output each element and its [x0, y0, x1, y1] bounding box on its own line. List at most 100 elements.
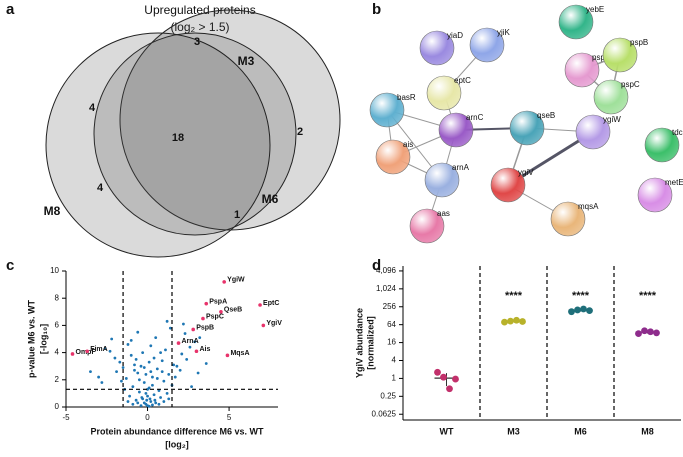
significance: **** [505, 290, 523, 302]
point [165, 319, 169, 323]
point [118, 360, 122, 364]
x-tick-label: M8 [641, 426, 654, 436]
point [190, 385, 193, 388]
point [137, 390, 141, 394]
point-label: PspA [209, 298, 227, 305]
node-label: yiaD [447, 31, 463, 40]
point [134, 358, 138, 361]
highlight-point [222, 280, 226, 284]
panel-label: d [372, 257, 381, 274]
point [97, 375, 101, 379]
point [139, 404, 143, 408]
point [149, 344, 153, 348]
point-label: YgiW [227, 277, 245, 284]
node [509, 110, 545, 146]
node-label: yebE [586, 5, 604, 14]
dot [635, 330, 642, 338]
point [149, 370, 153, 374]
point [198, 336, 202, 340]
node-label: mqsA [578, 202, 599, 211]
dot [574, 306, 581, 314]
node [564, 52, 600, 88]
point [164, 348, 167, 352]
point [168, 326, 172, 330]
point [182, 322, 185, 326]
highlight-point [201, 316, 205, 321]
y-tick-label: 4,096 [376, 266, 397, 275]
point-label: FimA [90, 346, 108, 353]
dot [501, 318, 508, 326]
region-count: 1 [234, 209, 240, 221]
highlight-point [194, 349, 199, 354]
node [438, 112, 474, 148]
point [183, 332, 187, 335]
point [153, 398, 157, 402]
point [89, 370, 92, 374]
point [204, 362, 208, 365]
point [129, 338, 133, 342]
point [167, 397, 171, 401]
node [558, 4, 594, 40]
node-label: qseB [537, 111, 555, 120]
node [369, 92, 405, 128]
highlight-point [70, 352, 75, 356]
point [159, 396, 162, 399]
point-label: ArnA [182, 338, 199, 345]
point [120, 379, 123, 383]
chart-subtitle: (log₂ > 1.5) [170, 20, 229, 34]
node-label: eptC [454, 76, 471, 85]
y-tick-label: 10 [50, 266, 59, 275]
set-label: M3 [238, 54, 255, 68]
point [154, 401, 158, 405]
point-label: PspC [206, 313, 224, 320]
x-axis-label: [log₂] [165, 439, 189, 449]
node-label: aas [437, 209, 450, 218]
node [409, 208, 445, 244]
point-label: YgiV [266, 320, 282, 327]
point-label: MqsA [230, 350, 249, 357]
node [419, 30, 455, 66]
point [129, 353, 133, 357]
point-label: QseB [224, 307, 242, 314]
point [134, 398, 138, 402]
point [108, 349, 112, 353]
point [141, 351, 145, 354]
dot [446, 385, 453, 393]
point [124, 377, 128, 380]
dot [580, 305, 587, 313]
set-label: M8 [44, 204, 61, 218]
point [188, 345, 192, 349]
point [100, 381, 104, 384]
node-label: arnC [466, 113, 484, 122]
point [151, 375, 154, 379]
highlight-point [261, 323, 266, 328]
node [593, 79, 629, 115]
point-label: Ais [199, 346, 210, 353]
highlight-point [258, 303, 262, 307]
y-axis-label: [-log₁₀] [38, 324, 48, 354]
point [142, 366, 146, 369]
point-label: EptC [263, 300, 279, 307]
point [162, 400, 166, 403]
y-tick-label: 256 [383, 302, 397, 311]
point [146, 387, 149, 391]
point-label: PspB [196, 324, 214, 331]
venn-set [45, 32, 271, 258]
node-label: metE [665, 178, 683, 187]
node-label: ygiW [603, 115, 621, 124]
venn-set [93, 32, 297, 236]
point [136, 330, 140, 334]
point [142, 401, 146, 405]
dot [513, 316, 520, 324]
dot [434, 368, 441, 376]
node [644, 127, 680, 163]
point [155, 367, 159, 371]
significance: **** [639, 290, 657, 302]
dot [507, 317, 514, 325]
point [167, 372, 171, 376]
node [490, 167, 526, 203]
point [148, 397, 152, 401]
y-axis-label: p-value M6 vs. WT [26, 299, 36, 378]
point [160, 359, 164, 363]
